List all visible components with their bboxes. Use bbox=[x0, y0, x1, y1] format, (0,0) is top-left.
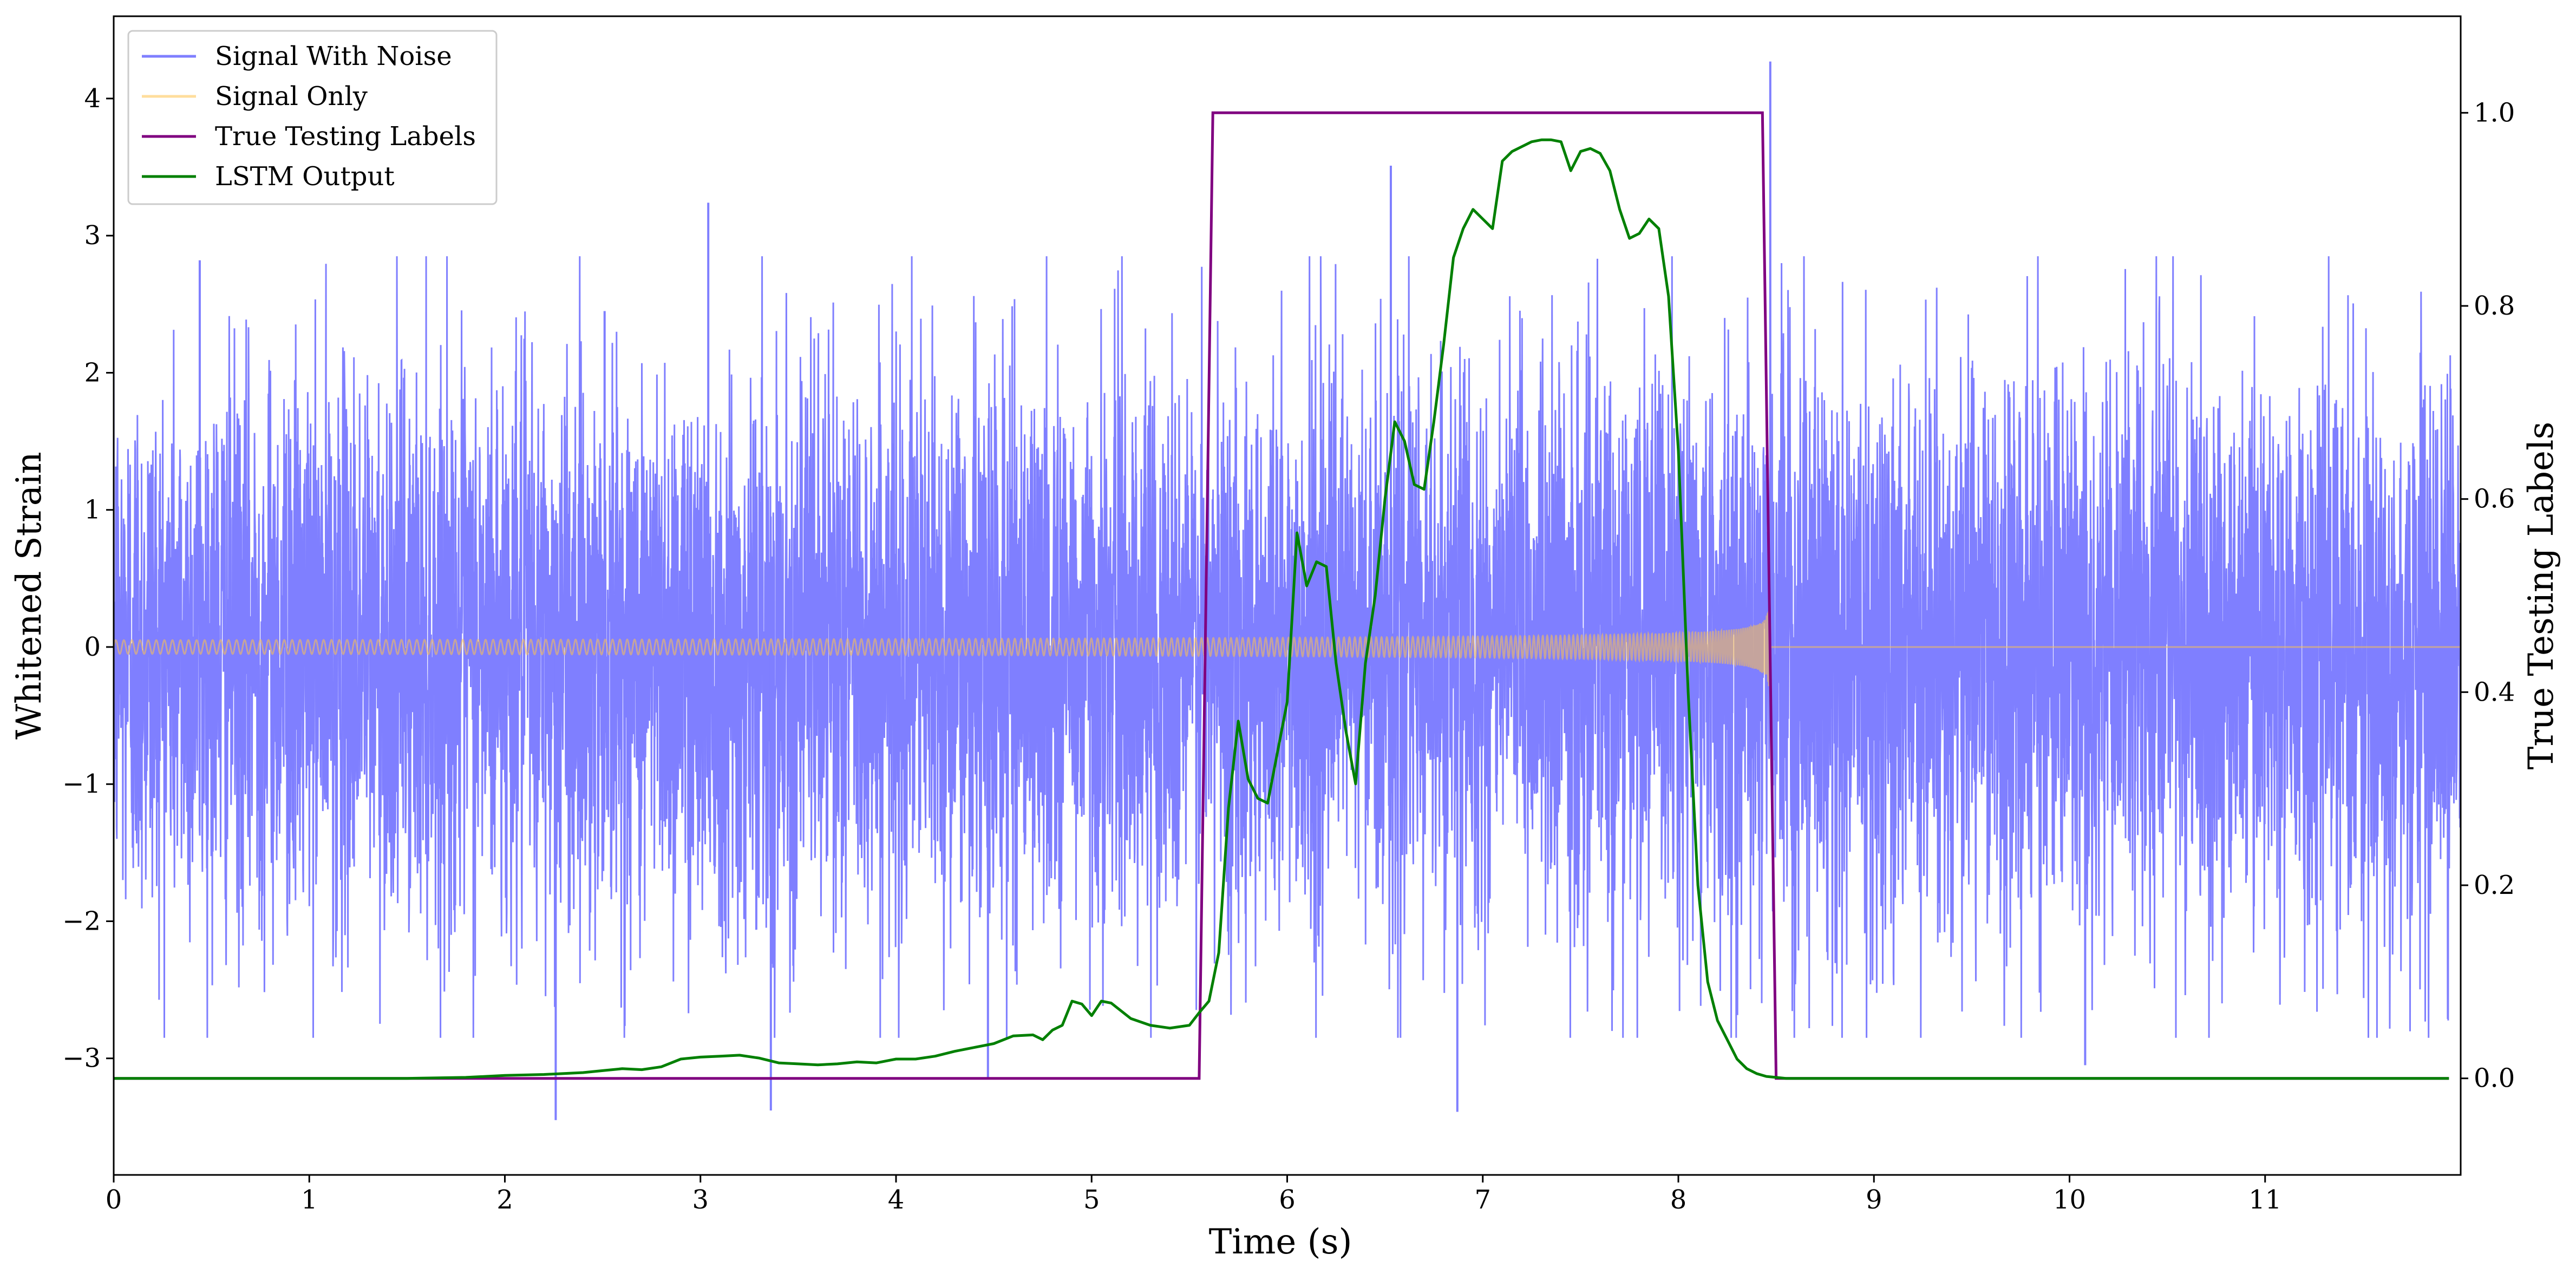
x-tick-label: 8 bbox=[1670, 1185, 1687, 1215]
legend-label: Signal Only bbox=[215, 81, 368, 112]
x-tick-label: 0 bbox=[106, 1185, 122, 1215]
series-signal-with-noise bbox=[114, 256, 2461, 1038]
x-axis-label: Time (s) bbox=[1209, 1222, 1352, 1262]
axes: 0 1 2 3 4 5 6 7 8 9 10 11 −3 −2 −1 0 1 2 3 4 0.0 0.2 0.4 0.6 0.8… bbox=[62, 83, 2515, 1215]
x-tick-label: 5 bbox=[1083, 1185, 1100, 1215]
series-signal-only bbox=[114, 605, 2461, 687]
y2-tick-label: 0.0 bbox=[2474, 1063, 2515, 1094]
x-tick-label: 10 bbox=[2053, 1185, 2086, 1215]
series-lstm-output bbox=[114, 138, 2449, 1080]
legend-label: LSTM Output bbox=[215, 161, 395, 192]
plot-area bbox=[114, 61, 2461, 1120]
y-tick-label: 0 bbox=[84, 632, 101, 662]
y-tick-label: −1 bbox=[62, 769, 101, 799]
y2-tick-label: 0.6 bbox=[2474, 484, 2515, 514]
y-tick-label: 1 bbox=[84, 495, 101, 525]
x-tick-label: 4 bbox=[888, 1185, 905, 1215]
y-tick-label: 2 bbox=[84, 357, 101, 388]
x-tick-label: 9 bbox=[1866, 1185, 1882, 1215]
y2-tick-label: 0.4 bbox=[2474, 677, 2515, 707]
y2-axis-label: True Testing Labels bbox=[2521, 422, 2561, 770]
x-tick-label: 2 bbox=[496, 1185, 513, 1215]
y-tick-label: −3 bbox=[62, 1043, 101, 1074]
x-tick-label: 11 bbox=[2248, 1185, 2281, 1215]
y-tick-label: 4 bbox=[84, 83, 101, 114]
y-tick-label: 3 bbox=[84, 220, 101, 251]
x-tick-label: 6 bbox=[1279, 1185, 1296, 1215]
y2-tick-label: 0.8 bbox=[2474, 291, 2515, 321]
y-tick-label: −2 bbox=[62, 906, 101, 936]
y2-tick-label: 1.0 bbox=[2474, 97, 2515, 128]
x-tick-label: 7 bbox=[1474, 1185, 1491, 1215]
x-tick-label: 1 bbox=[301, 1185, 318, 1215]
y-axis-label: Whitened Strain bbox=[9, 452, 49, 739]
legend-box bbox=[127, 30, 498, 205]
legend-label: Signal With Noise bbox=[215, 41, 452, 71]
legend-label: True Testing Labels bbox=[215, 121, 476, 152]
x-tick-label: 3 bbox=[692, 1185, 709, 1215]
legend: Signal With Noise Signal Only True Testing… bbox=[127, 30, 498, 205]
y2-tick-label: 0.2 bbox=[2474, 870, 2515, 900]
